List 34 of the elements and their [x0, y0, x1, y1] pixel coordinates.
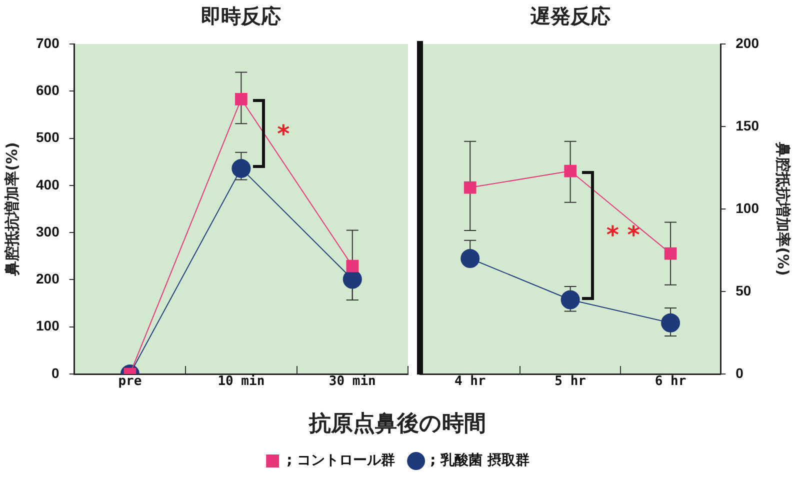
y2-tick-label: 0 — [736, 364, 744, 381]
annotation: * * — [606, 221, 640, 250]
y-tick-label: 400 — [36, 176, 60, 192]
y-tick-label: 600 — [36, 82, 60, 98]
y-tick-label: 300 — [36, 223, 60, 240]
x-tick-label: 5 hr — [554, 374, 586, 390]
y2-axis-title: 鼻腔抵抗増加率(%) — [774, 141, 792, 276]
annotation: * — [277, 120, 290, 148]
y-axis-title: 鼻腔抵抗増加率(%) — [2, 142, 21, 277]
point — [464, 181, 476, 194]
x-tick-label: 30 min — [328, 374, 376, 390]
y-tick-label: 0 — [52, 364, 60, 381]
chart-title: 遅発反応 — [529, 4, 610, 28]
y2-tick-label: 150 — [736, 117, 760, 134]
point — [661, 313, 680, 332]
chart-title: 即時反応 — [201, 4, 282, 28]
x-tick-label: pre — [118, 374, 142, 390]
y2-tick-label: 200 — [736, 34, 760, 51]
y2-tick-label: 50 — [736, 282, 752, 298]
point — [664, 247, 677, 260]
x-tick-label: 6 hr — [654, 374, 686, 390]
y-tick-label: 200 — [36, 270, 60, 287]
y2-tick-label: 100 — [736, 200, 760, 216]
x-tick-label: 4 hr — [454, 374, 486, 390]
legend-label: ; コントロール群 — [286, 452, 396, 469]
legend-label: ; 乳酸菌 摂取群 — [430, 452, 530, 469]
point — [560, 290, 580, 310]
y-tick-label: 700 — [36, 34, 60, 51]
y-tick-label: 100 — [36, 318, 60, 334]
x-axis-title: 抗原点鼻後の時間 — [308, 412, 486, 437]
point — [564, 164, 576, 178]
point — [460, 249, 480, 268]
x-tick-label: 10 min — [218, 374, 265, 390]
y-tick-label: 500 — [36, 129, 60, 146]
